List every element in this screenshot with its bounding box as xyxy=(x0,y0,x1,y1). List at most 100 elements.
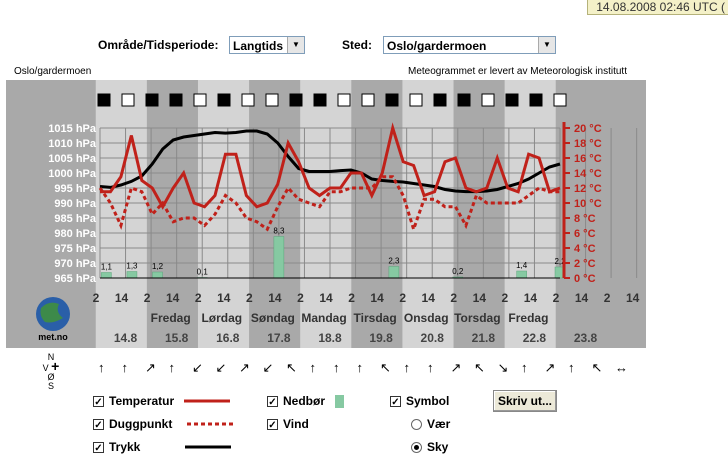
temp-tick-label: 8 °C xyxy=(574,213,596,225)
pressure-swatch xyxy=(185,445,232,449)
hour-label: 2 xyxy=(553,291,560,305)
legend-temperature[interactable]: ✓ Temperatur xyxy=(93,394,234,408)
wind-checkbox[interactable]: ✓ xyxy=(267,418,278,431)
day-band xyxy=(402,80,454,348)
wind-arrow-icon: ↙ xyxy=(215,360,227,375)
compass-east: Ø xyxy=(47,372,55,382)
hour-label: 14 xyxy=(524,291,538,305)
precip-bar xyxy=(126,271,138,279)
day-band xyxy=(197,80,250,348)
temp-tick-label: 2 °C xyxy=(574,258,596,270)
sky-symbol xyxy=(409,93,423,107)
legend-wind[interactable]: ✓ Vind xyxy=(267,417,309,431)
precip-swatch xyxy=(335,394,344,408)
sky-symbol xyxy=(505,93,519,107)
symbol-checkbox[interactable]: ✓ xyxy=(390,395,401,408)
option-weather[interactable]: Vær xyxy=(411,417,450,431)
chevron-down-icon: ▼ xyxy=(538,37,555,53)
hour-label: 2 xyxy=(604,291,611,305)
wind-arrow-icon: ↗ xyxy=(145,360,156,375)
legend-dewpoint[interactable]: ✓ Duggpunkt xyxy=(93,417,237,431)
temp-tick-label: 18 °C xyxy=(574,138,602,150)
area-select[interactable]: Langtids ▼ xyxy=(229,36,305,54)
pressure-tick-label: 1005 hPa xyxy=(48,153,97,165)
wind-arrow-icon: ↑ xyxy=(568,360,575,375)
pressure-tick-label: 1000 hPa xyxy=(48,168,97,180)
legend-pressure[interactable]: ✓ Trykk xyxy=(93,440,235,454)
dewpoint-checkbox[interactable]: ✓ xyxy=(93,418,104,431)
precip-label: 2,2 xyxy=(554,257,566,266)
weather-radio[interactable] xyxy=(411,418,422,430)
day-name-label: Mandag xyxy=(301,311,346,325)
sky-symbol xyxy=(361,93,375,107)
pressure-tick-label: 985 hPa xyxy=(54,213,96,225)
date-label: 14.8 xyxy=(114,331,138,345)
temp-tick-label: 10 °C xyxy=(574,198,602,210)
option-sky[interactable]: Sky xyxy=(411,440,448,454)
hour-label: 2 xyxy=(144,291,151,305)
top-bar: 14.08.2008 02:46 UTC ( xyxy=(0,0,728,15)
hour-label: 2 xyxy=(93,291,100,305)
sky-symbol xyxy=(97,93,111,107)
wind-arrow-icon: ↑ xyxy=(333,360,340,375)
precip-bar xyxy=(516,270,527,279)
logo-text: met.no xyxy=(38,332,68,342)
sky-symbol xyxy=(313,93,327,107)
precip-checkbox[interactable]: ✓ xyxy=(267,395,278,408)
temperature-swatch xyxy=(184,399,231,403)
hour-label: 14 xyxy=(166,291,180,305)
wind-arrow-icon: ↘ xyxy=(497,360,509,375)
sky-symbol xyxy=(193,93,207,107)
temp-tick-label: 6 °C xyxy=(574,228,596,240)
day-band xyxy=(300,80,352,348)
sky-symbol xyxy=(553,93,567,107)
print-button[interactable]: Skriv ut... xyxy=(493,390,557,412)
hour-label: 2 xyxy=(502,291,509,305)
precip-label: 1,2 xyxy=(152,262,164,271)
temp-tick-label: 0 °C xyxy=(574,273,596,285)
temperature-line xyxy=(100,122,561,210)
wind-arrow-icon: ↑ xyxy=(521,360,528,375)
pressure-checkbox[interactable]: ✓ xyxy=(93,441,104,454)
pressure-tick-label: 965 hPa xyxy=(54,273,96,285)
sky-symbol xyxy=(481,93,495,107)
wind-arrow-icon: ↔ xyxy=(615,360,628,375)
hour-label: 2 xyxy=(399,291,406,305)
sky-symbol xyxy=(457,93,471,107)
hour-label: 14 xyxy=(575,291,589,305)
compass-north: N xyxy=(47,352,55,362)
temperature-checkbox[interactable]: ✓ xyxy=(93,395,104,408)
place-select[interactable]: Oslo/gardermoen ▼ xyxy=(383,36,556,54)
day-name-label: Onsdag xyxy=(404,311,449,325)
option-weather-label: Vær xyxy=(427,417,451,431)
temp-tick-label: 4 °C xyxy=(574,243,596,255)
wind-arrow-icon: ↖ xyxy=(380,360,391,375)
wind-arrow-icon: ↖ xyxy=(591,360,603,375)
hour-label: 2 xyxy=(246,291,253,305)
timestamp: 14.08.2008 02:46 UTC ( xyxy=(587,0,728,15)
date-label: 18.8 xyxy=(318,331,342,345)
legend-precip[interactable]: ✓ Nedbør xyxy=(267,394,344,408)
hour-label: 14 xyxy=(319,291,333,305)
wind-arrow-icon: ↑ xyxy=(356,360,364,375)
pressure-line xyxy=(99,129,561,194)
legend-symbol-label: Symbol xyxy=(406,394,450,408)
pressure-tick-label: 995 hPa xyxy=(54,183,96,195)
precip-bar xyxy=(101,272,112,279)
pressure-tick-label: 1010 hPa xyxy=(48,138,97,150)
date-label: 16.8 xyxy=(216,331,240,345)
precip-label: 0,2 xyxy=(452,267,464,276)
legend-symbol[interactable]: ✓ Symbol xyxy=(390,394,449,408)
hour-label: 14 xyxy=(626,291,640,305)
day-band xyxy=(504,80,556,348)
hour-label: 14 xyxy=(422,291,436,305)
date-label: 20.8 xyxy=(421,331,445,345)
sky-symbol xyxy=(241,93,255,107)
hour-label: 14 xyxy=(473,291,487,305)
sky-symbol xyxy=(145,93,159,107)
credit-text: Meteogrammet er levert av Meteorologisk … xyxy=(408,66,627,77)
sky-radio[interactable] xyxy=(411,441,422,453)
area-select-value: Langtids xyxy=(233,39,283,53)
date-label: 21.8 xyxy=(472,331,496,345)
precip-label: 0,1 xyxy=(197,268,209,277)
